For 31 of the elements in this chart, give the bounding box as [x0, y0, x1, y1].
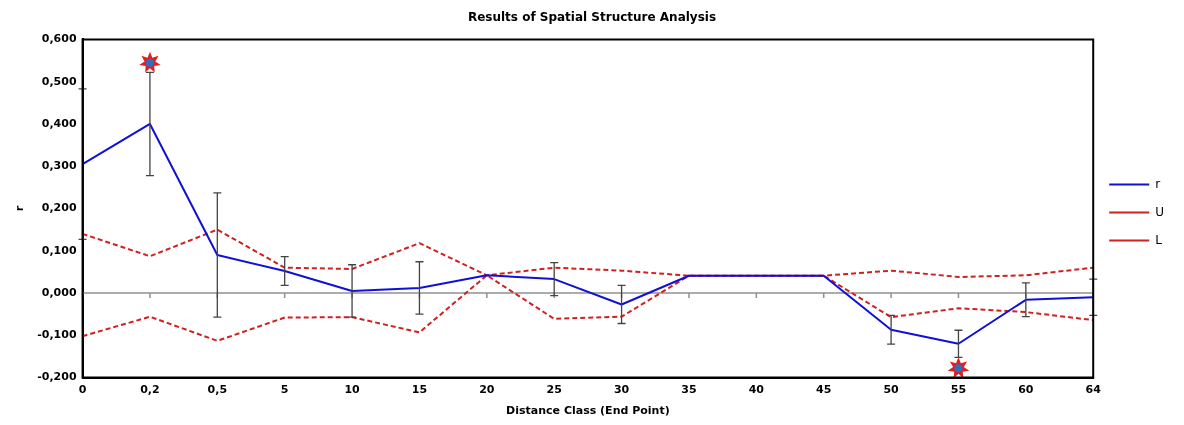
y-tick-label: -0,200 — [37, 370, 77, 384]
x-tick-label: 64 — [1085, 383, 1102, 397]
y-tick-label: 0,200 — [41, 201, 77, 215]
legend-label: U — [1155, 204, 1165, 219]
x-tick-label: 55 — [950, 383, 967, 397]
x-tick-label: 25 — [546, 383, 562, 397]
y-tick-label: 0,300 — [41, 159, 77, 173]
chart-title: Results of Spatial Structure Analysis — [467, 10, 717, 25]
y-axis-title: r — [13, 205, 27, 212]
x-tick-label: 0,2 — [140, 383, 160, 397]
y-tick-label: -0,100 — [37, 328, 77, 342]
y-tick-label: 0,500 — [41, 74, 77, 88]
x-tick-label: 40 — [748, 383, 765, 397]
x-tick-label: 60 — [1018, 383, 1034, 397]
x-tick-label: 0 — [78, 383, 87, 397]
x-tick-label: 0,5 — [207, 383, 228, 397]
x-tick-label: 20 — [479, 383, 495, 397]
y-tick-label: 0,100 — [41, 243, 77, 257]
y-tick-label: 0,400 — [41, 116, 77, 130]
y-tick-label: 0,000 — [41, 285, 77, 299]
legend-label: L — [1155, 232, 1163, 247]
x-tick-label: 35 — [681, 383, 697, 397]
x-tick-label: 30 — [613, 383, 630, 397]
legend-label: r — [1155, 176, 1161, 191]
x-tick-label: 15 — [411, 383, 428, 397]
x-axis-title: Distance Class (End Point) — [506, 404, 670, 418]
x-tick-label: 50 — [883, 383, 900, 397]
x-tick-label: 45 — [816, 383, 832, 397]
y-tick-label: 0,600 — [41, 32, 77, 46]
x-tick-label: 10 — [344, 383, 361, 397]
x-tick-label: 5 — [280, 383, 289, 397]
